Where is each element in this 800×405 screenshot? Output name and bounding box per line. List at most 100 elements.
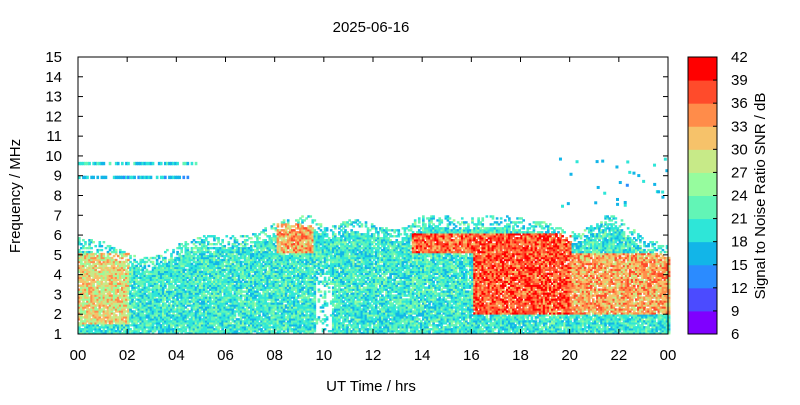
heatmap-cell: [229, 296, 233, 299]
heatmap-cell: [290, 242, 294, 246]
heatmap-cell: [147, 282, 151, 285]
heatmap-cell: [190, 322, 194, 325]
heatmap-cell: [204, 310, 208, 313]
heatmap-cell: [186, 254, 190, 258]
heatmap-cell: [194, 322, 198, 325]
heatmap-cell: [305, 254, 308, 258]
heatmap-cell: [182, 256, 186, 260]
heatmap-cell: [192, 266, 196, 270]
heatmap-cell: [231, 316, 235, 319]
heatmap-cell: [321, 296, 325, 299]
heatmap-cell: [282, 252, 286, 256]
heatmap-cell: [286, 227, 290, 230]
heatmap-cell: [307, 270, 310, 274]
heatmap-cell: [116, 304, 120, 307]
heatmap-cell: [211, 272, 214, 276]
heatmap-cell: [168, 306, 171, 309]
heatmap-cell: [233, 290, 237, 293]
heatmap-cell: [305, 242, 308, 246]
heatmap-cell: [235, 308, 239, 311]
heatmap-cell: [319, 250, 323, 254]
heatmap-cell: [260, 264, 263, 268]
heatmap-cell: [309, 278, 313, 281]
heatmap-cell: [106, 326, 110, 329]
heatmap-cell: [223, 256, 227, 260]
heatmap-cell: [319, 260, 323, 264]
heatmap-cell: [82, 308, 85, 311]
heatmap-cell: [149, 298, 153, 301]
heatmap-cell: [190, 304, 194, 307]
heatmap-cell: [303, 320, 306, 323]
heatmap-cell: [278, 308, 282, 311]
heatmap-cell: [276, 276, 280, 279]
heatmap-cell: [235, 262, 239, 266]
heatmap-cell: [78, 268, 81, 272]
heatmap-cell: [305, 276, 308, 279]
heatmap-cell: [112, 312, 116, 315]
heatmap-cell: [147, 302, 151, 305]
heatmap-cell: [258, 274, 261, 278]
heatmap-cell: [129, 296, 132, 299]
heatmap-cell: [200, 314, 204, 317]
heatmap-cell: [155, 268, 159, 272]
heatmap-cell: [293, 276, 296, 279]
heatmap-cell: [188, 276, 192, 279]
heatmap-cell: [231, 246, 235, 250]
heatmap-cell: [159, 312, 163, 315]
heatmap-cell: [114, 280, 118, 283]
heatmap-cell: [262, 258, 265, 262]
heatmap-cell: [295, 300, 298, 303]
heatmap-cell: [198, 250, 202, 254]
heatmap-cell: [168, 316, 171, 319]
heatmap-cell: [86, 246, 89, 250]
heatmap-cell: [114, 300, 118, 303]
heatmap-cell: [159, 254, 163, 258]
heatmap-cell: [264, 268, 267, 272]
heatmap-cell: [135, 326, 138, 329]
heatmap-cell: [207, 256, 210, 260]
heatmap-cell: [262, 246, 265, 250]
heatmap-cell: [164, 290, 167, 293]
heatmap-cell: [184, 274, 188, 278]
heatmap-cell: [151, 262, 155, 266]
heatmap-cell: [262, 310, 265, 313]
heatmap-cell: [151, 298, 155, 301]
heatmap-cell: [135, 268, 138, 272]
heatmap-cell: [311, 292, 315, 295]
heatmap-cell: [293, 274, 296, 278]
heatmap-cell: [307, 290, 310, 293]
heatmap-cell: [315, 256, 319, 260]
heatmap-cell: [209, 274, 212, 278]
heatmap-cell: [78, 314, 81, 317]
heatmap-cell: [129, 282, 132, 285]
heatmap-cell: [139, 332, 143, 335]
heatmap-cell: [180, 326, 184, 329]
heatmap-cell: [278, 264, 282, 268]
heatmap-cell: [174, 264, 177, 268]
heatmap-cell: [276, 280, 280, 283]
heatmap-cell: [121, 286, 124, 289]
heatmap-cell: [96, 260, 100, 264]
heatmap-cell: [98, 318, 102, 321]
heatmap-cell: [301, 306, 304, 309]
heatmap-cell: [223, 254, 227, 258]
heatmap-cell: [268, 268, 272, 272]
heatmap-cell: [264, 239, 267, 242]
heatmap-cell: [170, 290, 173, 293]
heatmap-cell: [139, 262, 143, 266]
heatmap-cell: [213, 332, 216, 335]
heatmap-cell: [256, 274, 259, 278]
heatmap-cell: [233, 312, 237, 315]
heatmap-cell: [84, 254, 87, 258]
heatmap-cell: [243, 308, 247, 311]
heatmap-cell: [180, 278, 184, 281]
heatmap-cell: [297, 280, 300, 283]
heatmap-cell: [272, 328, 276, 331]
heatmap-cell: [188, 290, 192, 293]
heatmap-cell: [272, 237, 276, 240]
heatmap-cell: [139, 276, 143, 279]
heatmap-cell: [217, 304, 220, 307]
heatmap-cell: [233, 320, 237, 323]
heatmap-cell: [149, 260, 153, 264]
heatmap-cell: [297, 266, 300, 270]
